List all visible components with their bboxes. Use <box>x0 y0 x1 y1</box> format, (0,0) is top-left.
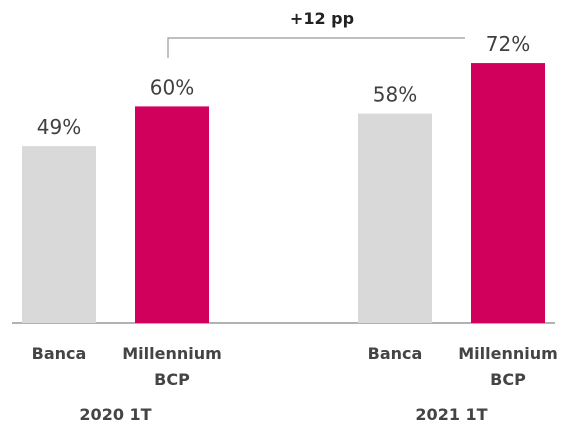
value-label: 49% <box>37 115 81 139</box>
value-label: 58% <box>373 83 417 107</box>
bar <box>22 146 96 323</box>
bar <box>135 106 209 324</box>
bar <box>471 63 545 324</box>
bracket <box>167 37 465 58</box>
series-label: Banca <box>31 344 87 363</box>
series-label: Banca <box>367 344 423 363</box>
value-label: 60% <box>150 75 194 99</box>
group-label: 2021 1T <box>415 405 488 424</box>
series-label: Millennium BCP <box>458 344 558 389</box>
value-label: 72% <box>486 32 530 56</box>
series-label: Millennium BCP <box>122 344 222 389</box>
bar <box>358 113 432 324</box>
group-label: 2020 1T <box>79 405 152 424</box>
annotation: +12 pp <box>290 9 354 28</box>
